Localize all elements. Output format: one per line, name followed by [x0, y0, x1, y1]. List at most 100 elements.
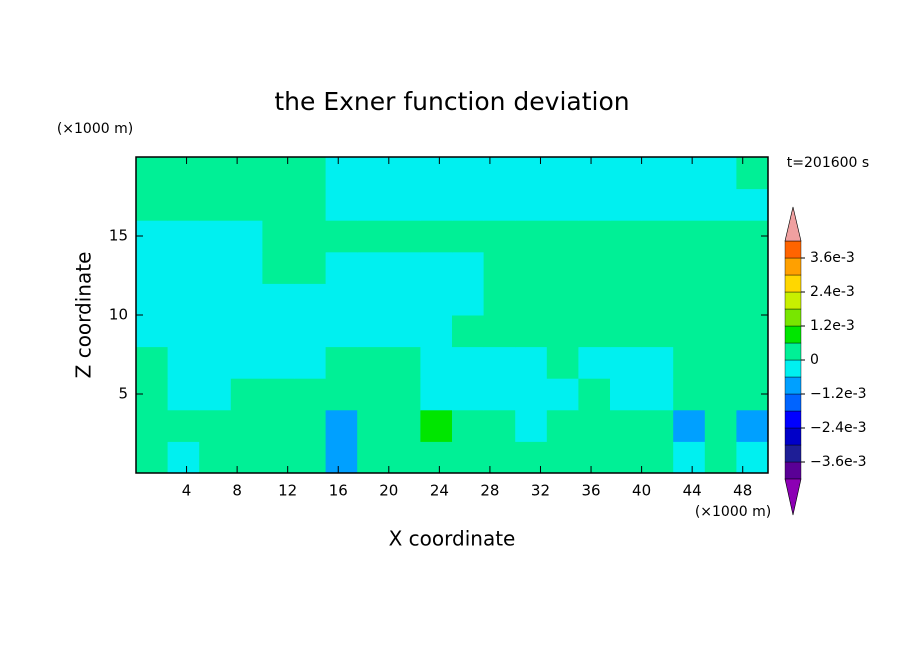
y-tick-label: 10 — [109, 306, 128, 324]
contour-cell — [262, 378, 295, 411]
contour-cell — [610, 378, 643, 411]
y-unit: (×1000 m) — [57, 121, 133, 137]
contour-cell — [199, 220, 232, 253]
contour-cell — [199, 315, 232, 348]
contour-cell — [736, 188, 769, 221]
contour-cell — [420, 409, 453, 442]
contour-cell — [610, 251, 643, 284]
x-tick-label: 8 — [232, 482, 242, 500]
contour-cell — [420, 315, 453, 348]
contour-cell — [167, 157, 200, 190]
contour-cell — [388, 283, 421, 316]
contour-cell — [673, 409, 706, 442]
contour-cell — [736, 346, 769, 379]
contour-cell — [673, 157, 706, 190]
colorbar-label: 0 — [810, 352, 819, 368]
contour-cell — [357, 378, 390, 411]
contour-cell — [230, 157, 263, 190]
contour-cell — [546, 283, 579, 316]
contour-cell — [736, 283, 769, 316]
contour-cell — [578, 283, 611, 316]
contour-cell — [357, 251, 390, 284]
contour-cell — [388, 157, 421, 190]
contour-cell — [357, 220, 390, 253]
contour-cell — [704, 157, 737, 190]
contour-cell — [483, 315, 516, 348]
contour-cell — [199, 188, 232, 221]
contour-cell — [641, 409, 674, 442]
contour-cell — [325, 220, 358, 253]
x-tick-label: 20 — [379, 482, 398, 500]
contour-cell — [515, 188, 548, 221]
contour-cell — [515, 157, 548, 190]
contour-cell — [673, 441, 706, 474]
contour-cell — [483, 157, 516, 190]
contour-cell — [262, 315, 295, 348]
contour-cell — [578, 220, 611, 253]
contour-cell — [546, 220, 579, 253]
contour-cell — [736, 409, 769, 442]
contour-cell — [262, 157, 295, 190]
contour-cell — [325, 441, 358, 474]
contour-cell — [546, 409, 579, 442]
contour-cell — [325, 188, 358, 221]
contour-cell — [136, 441, 169, 474]
contour-cell — [452, 378, 485, 411]
contour-cell — [641, 315, 674, 348]
contour-cell — [262, 220, 295, 253]
contour-cell — [578, 441, 611, 474]
contour-cell — [325, 283, 358, 316]
contour-cell — [262, 441, 295, 474]
contour-cell — [167, 283, 200, 316]
contour-cell — [199, 378, 232, 411]
contour-cell — [388, 251, 421, 284]
contour-cell — [578, 315, 611, 348]
contour-cell — [610, 220, 643, 253]
contour-cell — [610, 157, 643, 190]
contour-cell — [388, 378, 421, 411]
contour-cell — [610, 188, 643, 221]
contour-cell — [230, 251, 263, 284]
contour-cell — [610, 315, 643, 348]
contour-cell — [294, 441, 327, 474]
contour-cell — [230, 378, 263, 411]
colorbar-triangle — [784, 478, 802, 516]
contour-cell — [546, 378, 579, 411]
contour-cell — [325, 346, 358, 379]
contour-cell — [294, 157, 327, 190]
contour-cell — [452, 188, 485, 221]
y-tick-label: 5 — [118, 385, 128, 403]
colorbar-band — [784, 291, 802, 310]
contour-cell — [230, 283, 263, 316]
x-tick-label: 4 — [182, 482, 192, 500]
contour-cell — [167, 188, 200, 221]
contour-cell — [610, 346, 643, 379]
contour-cell — [452, 315, 485, 348]
colorbar-band — [784, 376, 802, 395]
contour-cell — [294, 251, 327, 284]
contour-cell — [420, 441, 453, 474]
contour-cell — [546, 315, 579, 348]
contour-cell — [167, 251, 200, 284]
contour-cell — [325, 409, 358, 442]
contour-cell — [136, 346, 169, 379]
contour-cell — [388, 188, 421, 221]
contour-cell — [641, 346, 674, 379]
x-tick-label: 16 — [329, 482, 348, 500]
contour-cell — [736, 441, 769, 474]
contour-cell — [262, 188, 295, 221]
time-label: t=201600 s — [787, 155, 869, 171]
contour-cell — [704, 188, 737, 221]
x-axis-label: X coordinate — [389, 527, 516, 551]
contour-cell — [515, 251, 548, 284]
contour-cell — [483, 188, 516, 221]
contour-cell — [578, 346, 611, 379]
contour-cell — [420, 378, 453, 411]
contour-cell — [388, 346, 421, 379]
contour-cell — [294, 220, 327, 253]
contour-cell — [546, 157, 579, 190]
contour-cell — [704, 251, 737, 284]
contour-cell — [515, 409, 548, 442]
contour-cell — [736, 315, 769, 348]
contour-cell — [167, 220, 200, 253]
